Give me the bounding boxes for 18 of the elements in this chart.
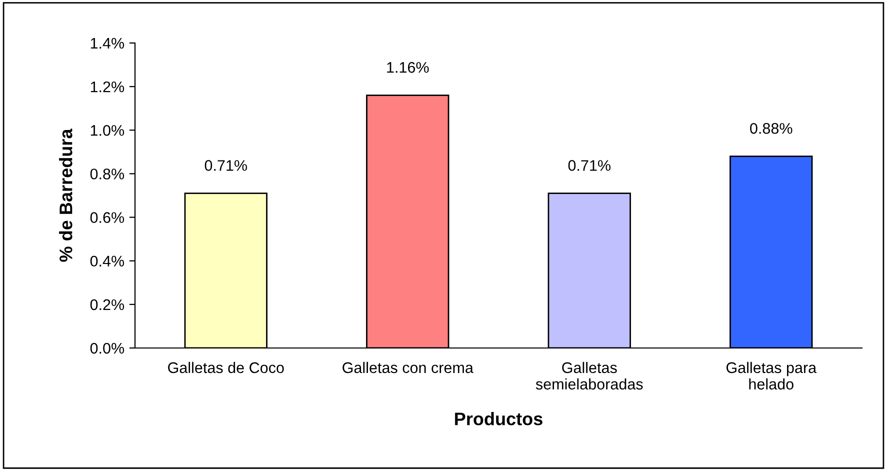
- data-label: 1.16%: [387, 62, 429, 73]
- y-tick-label: 0.8%: [90, 168, 124, 180]
- x-tick-label: Galletas de Coco: [168, 362, 284, 374]
- y-tick-label: 1.0%: [90, 125, 124, 136]
- x-tick-label: Galletas para helado: [726, 362, 817, 390]
- y-tick-label: 0.2%: [90, 299, 124, 310]
- x-tick-label: Galletas semielaboradas: [536, 362, 643, 390]
- y-tick-label: 0.6%: [90, 212, 124, 223]
- y-axis-title: % de Barredura: [59, 128, 72, 262]
- data-label: 0.71%: [204, 160, 247, 171]
- y-tick-label: 1.4%: [90, 38, 124, 49]
- y-tick-label: 0.0%: [90, 342, 124, 354]
- x-axis-title: Productos: [455, 412, 542, 426]
- x-tick-label: Galletas con crema: [342, 362, 474, 374]
- y-tick-label: 0.4%: [90, 256, 124, 267]
- data-label: 0.71%: [568, 160, 610, 171]
- data-label: 0.88%: [750, 123, 792, 134]
- y-tick-label: 1.2%: [90, 81, 124, 92]
